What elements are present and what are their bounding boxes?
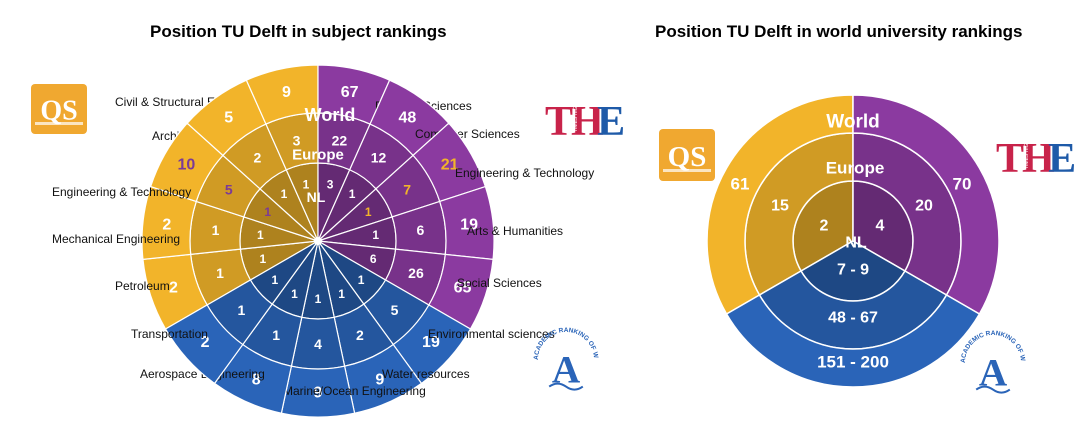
category-label: Social Sciences (457, 276, 542, 290)
qs-nl-value: 1 (281, 187, 288, 201)
the-europe-rank: 20 (915, 198, 933, 215)
qs-world-value: 2 (169, 279, 178, 296)
arwu-world-value: 2 (201, 334, 210, 351)
qs-nl-value: 1 (303, 177, 310, 191)
ring-label-europe: Europe (292, 147, 344, 164)
ring-label-nl: NL (307, 189, 326, 205)
arwu-europe-rank: 48 - 67 (828, 310, 878, 327)
arwu-nl-value: 1 (358, 273, 365, 287)
the-europe-value: 26 (408, 265, 424, 281)
the-nl-value: 3 (327, 177, 334, 191)
arwu-logo-wave (975, 385, 1011, 394)
qs-world-value: 10 (177, 157, 195, 174)
qs-europe-value: 1 (212, 222, 220, 238)
ring-label-world: World (305, 105, 356, 125)
arwu-world-value: 9 (314, 385, 323, 402)
qs-europe-rank: 15 (771, 198, 789, 215)
the-logo-letter: E (597, 99, 625, 145)
qs-logo-text: QS (668, 141, 707, 173)
the-logo-subtitle: TIMES HIGHER EDUCATION (573, 65, 579, 132)
qs-logo-bar (663, 169, 711, 172)
arwu-world-wedge (164, 304, 244, 385)
arwu-nl-value: 1 (272, 273, 279, 287)
arwu-logo-wave (548, 382, 584, 391)
category-label: Environmental sciences (428, 327, 555, 341)
qs-logo: QS (31, 84, 87, 134)
arwu-nl-rank: 7 - 9 (837, 262, 869, 279)
the-world-value: 19 (460, 217, 478, 234)
qs-logo: QS (659, 129, 715, 181)
the-europe-value: 7 (403, 182, 411, 198)
arwu-world-value: 19 (422, 334, 440, 351)
arwu-europe-value: 5 (391, 302, 399, 318)
the-europe-value: 12 (371, 150, 387, 166)
category-label: Petroleum (115, 279, 170, 293)
qs-europe-value: 5 (225, 182, 233, 198)
subject-rankings-title: Position TU Delft in subject rankings (150, 22, 447, 41)
qs-logo-bar (35, 122, 83, 125)
the-nl-rank: 4 (876, 218, 885, 235)
ring-label-world: World (826, 112, 879, 133)
the-world-value: 21 (441, 157, 459, 174)
qs-logo-box (31, 84, 87, 134)
arwu-europe-value: 2 (356, 327, 364, 343)
the-europe-value: 22 (332, 132, 348, 148)
the-nl-value: 1 (372, 228, 379, 242)
category-label: Engineering & Technology (455, 166, 594, 180)
category-label: Arts & Humanities (467, 224, 563, 238)
arwu-europe-value: 1 (238, 302, 246, 318)
category-label: Engineering & Technology (52, 185, 191, 199)
arwu-logo-letter: A (979, 352, 1008, 395)
arwu-nl-value: 1 (338, 287, 345, 301)
the-world-value: 65 (454, 279, 472, 296)
arwu-world-rank: 151 - 200 (817, 353, 889, 372)
arwu-world-value: 9 (375, 371, 384, 388)
the-europe-value: 6 (417, 222, 425, 238)
qs-nl-value: 1 (257, 228, 264, 242)
qs-europe-value: 3 (293, 132, 301, 148)
arwu-europe-value: 1 (272, 327, 280, 343)
arwu-europe-value: 4 (314, 336, 322, 352)
the-nl-value: 1 (349, 187, 356, 201)
qs-nl-value: 1 (264, 205, 271, 219)
qs-world-value: 9 (282, 84, 291, 101)
center-dot (314, 237, 322, 245)
ring-label-nl: NL (845, 235, 867, 252)
qs-europe-value: 2 (254, 150, 262, 166)
the-nl-value: 1 (365, 205, 372, 219)
the-nl-value: 6 (370, 252, 377, 266)
category-label: Water resources (382, 367, 470, 381)
category-label: Mechanical Engineering (52, 232, 180, 246)
the-logo-subtitle: TIMES HIGHER EDUCATION (1024, 102, 1030, 169)
arwu-nl-value: 1 (315, 292, 322, 306)
the-logo-letter: H (1022, 136, 1055, 182)
arwu-logo-letter: A (552, 349, 581, 392)
qs-logo-text: QS (40, 96, 77, 127)
the-logo-letter: T (545, 99, 573, 145)
the-logo: THE TIMES HIGHER EDUCATION (996, 102, 1076, 182)
qs-nl-rank: 2 (820, 218, 829, 235)
category-label: Marine/Ocean Engineering (283, 384, 426, 398)
qs-world-rank: 61 (731, 175, 750, 194)
the-logo-letter: E (1048, 136, 1076, 182)
arwu-nl-value: 1 (291, 287, 298, 301)
the-world-rank: 70 (953, 175, 972, 194)
qs-world-value: 2 (162, 217, 171, 234)
qs-nl-value: 1 (259, 252, 266, 266)
world-rankings-title: Position TU Delft in world university ra… (655, 22, 1023, 41)
arwu-world-value: 8 (252, 371, 261, 388)
the-logo-letter: H (571, 99, 604, 145)
ring-label-europe: Europe (826, 159, 885, 178)
the-logo-letter: T (996, 136, 1024, 182)
qs-logo-box (659, 129, 715, 181)
the-world-value: 48 (398, 110, 416, 127)
qs-world-value: 5 (224, 110, 233, 127)
arwu-world-sector (725, 293, 981, 388)
qs-europe-value: 1 (216, 265, 224, 281)
the-logo: THE TIMES HIGHER EDUCATION (545, 65, 625, 145)
category-label: Transportation (131, 327, 208, 341)
the-world-value: 67 (341, 84, 359, 101)
